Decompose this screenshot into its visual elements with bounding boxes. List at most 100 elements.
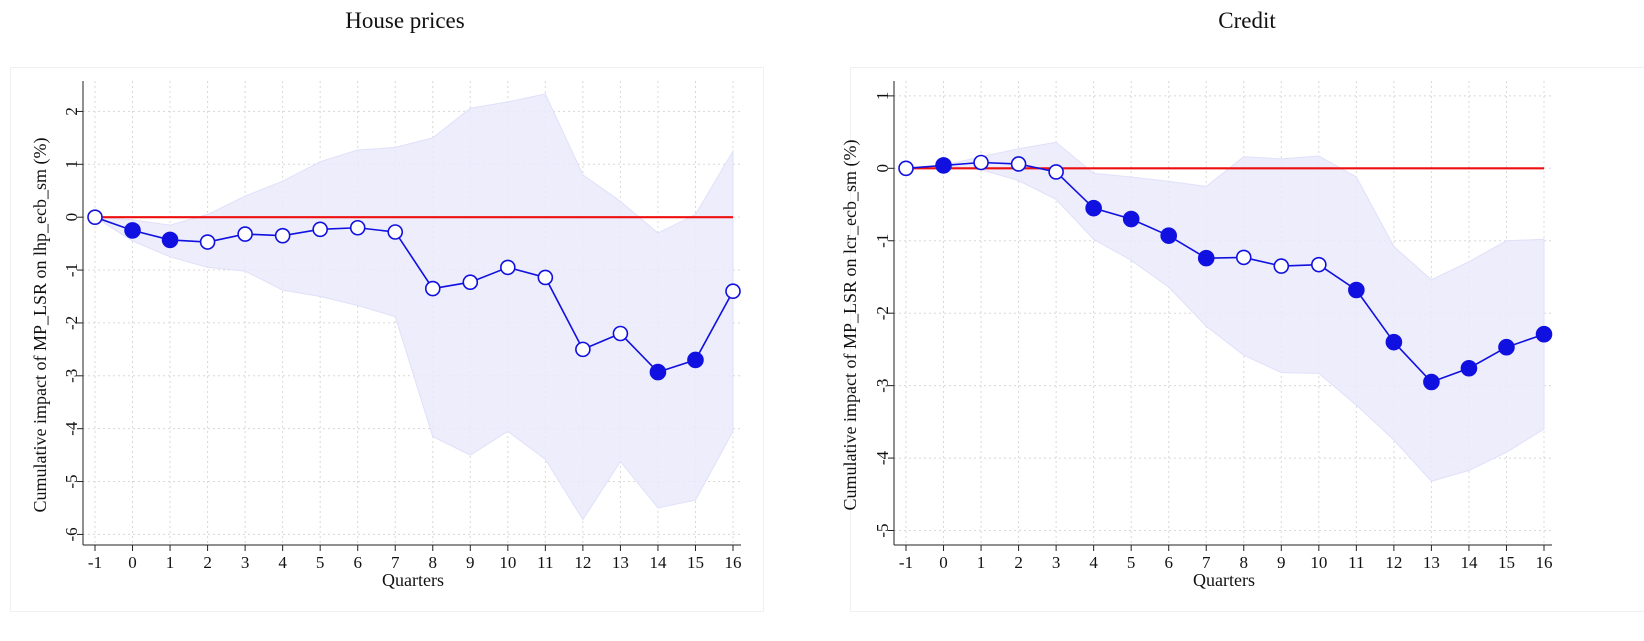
y-tick-label: -5 [62,474,81,488]
significant-point [1535,325,1553,343]
confidence-band [905,141,1545,482]
x-tick-label: 0 [128,553,137,572]
y-tick-label: -6 [62,527,81,541]
x-tick-label: 16 [725,553,742,572]
x-tick-label: 7 [391,553,400,572]
significant-point [1122,210,1140,228]
significant-point [1460,359,1478,377]
insignificant-point [387,224,404,240]
x-tick-label: 10 [1310,553,1327,572]
insignificant-point [575,341,591,358]
x-tick-label: 8 [429,553,438,572]
confidence-band [94,93,734,521]
chart-title: House prices [345,8,465,33]
y-tick-label: -4 [873,450,892,465]
x-tick-label: 16 [1536,553,1553,572]
insignificant-point [349,219,366,236]
y-tick-label: -2 [62,316,81,330]
y-tick-label: -4 [62,421,81,436]
significant-point [161,231,179,249]
x-tick-label: 14 [1460,553,1478,572]
insignificant-point [199,234,216,250]
y-tick-label: -5 [873,523,892,537]
house-prices-chart: 210-1-2-3-4-5-6-1 0 1 2 3 4 5 6 7 8 9 10 11 12 13 14 15 1… [30,81,742,590]
insignificant-point [424,280,441,297]
significant-point [1160,227,1178,244]
x-tick-label: 0 [939,553,948,572]
y-tick-label: -3 [873,379,892,393]
x-tick-label: 1 [977,553,986,572]
significant-point [649,363,667,381]
insignificant-point [1235,249,1252,266]
x-tick-label: 3 [241,553,250,572]
insignificant-point [312,221,328,238]
y-tick-label: -3 [62,369,81,383]
y-tick-label: 1 [62,160,81,169]
x-tick-label: 6 [1164,553,1173,572]
x-tick-label: 5 [1127,553,1136,572]
credit-chart: 10-1-2-3-4-5-1 0 1 2 3 4 5 6 7 8 9 10 11 12 13 14 15 16Qu… [840,81,1553,590]
x-tick-label: 12 [574,553,591,572]
x-tick-label: 7 [1202,553,1211,572]
x-tick-label: 2 [1014,553,1023,572]
credit-panel: Credit 1 0 -1 -2 -3 -4 -5 -1 0 1 2 3 4 5 6 7 8 9 10 11 12 13 1… [840,0,1644,641]
x-tick-label: 8 [1240,553,1249,572]
insignificant-point [87,209,103,225]
significant-point [1348,281,1365,299]
x-axis-title: Quarters [1193,570,1255,590]
significant-point [687,351,704,369]
x-tick-label: 1 [166,553,175,572]
insignificant-point [1010,156,1027,172]
x-tick-label: 6 [353,553,362,572]
insignificant-point [274,227,291,244]
x-tick-label: 9 [466,553,475,572]
insignificant-point [462,274,479,291]
insignificant-point [898,160,914,177]
x-tick-label: 5 [316,553,325,572]
y-tick-label: 0 [62,213,81,222]
y-tick-label: -1 [62,263,81,277]
x-tick-label: 15 [687,553,704,572]
x-tick-label: 9 [1277,553,1286,572]
x-tick-label: 10 [499,553,516,572]
x-tick-label: 12 [1385,553,1402,572]
y-tick-label: -2 [873,306,892,320]
x-tick-label: -1 [899,553,913,572]
x-tick-label: 2 [203,553,212,572]
significant-point [935,157,952,174]
chart-title: Credit [1218,8,1276,33]
significant-point [1085,199,1102,217]
y-tick-label: 1 [873,92,892,101]
x-tick-label: 4 [278,553,287,572]
significant-point [1385,333,1403,351]
significant-point [1423,373,1440,391]
insignificant-point [1273,258,1290,274]
insignificant-point [1311,256,1327,273]
x-tick-label: 15 [1498,553,1515,572]
y-axis-title: Cumulative impact of MP_LSR on lcr_ecb_s… [840,140,861,511]
insignificant-point [1048,164,1064,180]
x-tick-label: 11 [537,553,553,572]
x-tick-label: -1 [88,553,102,572]
x-tick-label: 13 [612,553,629,572]
x-tick-label: 14 [649,553,667,572]
significant-point [124,222,141,239]
insignificant-point [500,259,516,276]
x-tick-label: 4 [1089,553,1098,572]
y-tick-label: 2 [62,107,81,116]
insignificant-point [537,269,554,286]
insignificant-point [725,283,741,300]
significant-point [1498,338,1515,356]
house-prices-panel: House prices 2 1 0 -1 -2 -3 -4 -5 -6 -1 0 1 2 3 4 5 6 7 8 9… [0,0,810,641]
x-tick-label: 3 [1052,553,1061,572]
insignificant-point [612,325,629,342]
x-tick-label: 13 [1423,553,1440,572]
y-tick-label: -1 [873,234,892,248]
y-tick-label: 0 [873,164,892,173]
insignificant-point [973,154,989,171]
insignificant-point [237,226,253,242]
x-axis-title: Quarters [382,570,444,590]
x-tick-label: 11 [1348,553,1364,572]
y-axis-title: Cumulative impact of MP_LSR on lhp_ecb_s… [30,138,51,513]
significant-point [1197,249,1215,267]
